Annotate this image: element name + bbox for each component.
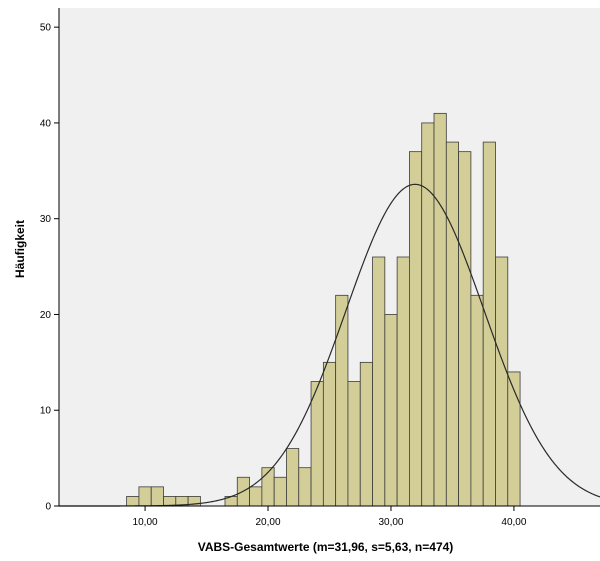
histogram-bar xyxy=(347,381,361,507)
histogram-bar xyxy=(470,294,484,507)
histogram-bar xyxy=(138,486,152,507)
histogram-bar xyxy=(458,151,472,507)
histogram-bar xyxy=(372,256,386,507)
histogram-bar xyxy=(396,256,410,507)
bars-group xyxy=(126,112,521,507)
x-axis-title: VABS-Gesamtwerte (m=31,96, s=5,63, n=474… xyxy=(198,540,454,554)
histogram-bar xyxy=(409,151,423,507)
histogram-bar xyxy=(421,122,435,507)
histogram-bar xyxy=(249,486,263,507)
histogram-bar xyxy=(359,361,373,507)
y-tick-label: 50 xyxy=(40,23,52,34)
y-tick-label: 40 xyxy=(40,118,52,129)
histogram-bar xyxy=(507,371,521,507)
y-ticks-group: 0 10 20 30 40 50 xyxy=(40,23,59,513)
histogram-bar xyxy=(384,314,398,507)
histogram-bar xyxy=(310,381,324,507)
x-ticks-group: 10,00 20,00 30,00 40,00 xyxy=(133,506,527,528)
histogram-bar xyxy=(261,467,275,507)
histogram-bar xyxy=(150,486,164,507)
histogram-bar xyxy=(273,476,287,507)
histogram-bar xyxy=(335,294,349,507)
histogram-bar xyxy=(286,448,300,507)
y-axis-title: Häufigkeit xyxy=(13,220,27,278)
x-tick-label: 40,00 xyxy=(501,517,526,528)
histogram-bar xyxy=(433,112,447,507)
y-tick-label: 0 xyxy=(45,502,51,513)
y-tick-label: 30 xyxy=(40,214,52,225)
y-tick-label: 10 xyxy=(40,406,52,417)
histogram-bar xyxy=(298,467,312,507)
y-tick-label: 20 xyxy=(40,310,52,321)
histogram-bar xyxy=(322,361,337,507)
histogram-bar xyxy=(445,141,460,507)
x-tick-label: 10,00 xyxy=(133,517,158,528)
x-tick-label: 30,00 xyxy=(378,517,403,528)
histogram-bar xyxy=(126,496,140,507)
histogram-bar xyxy=(495,256,509,507)
x-tick-label: 20,00 xyxy=(256,517,281,528)
histogram-bar xyxy=(163,496,177,507)
